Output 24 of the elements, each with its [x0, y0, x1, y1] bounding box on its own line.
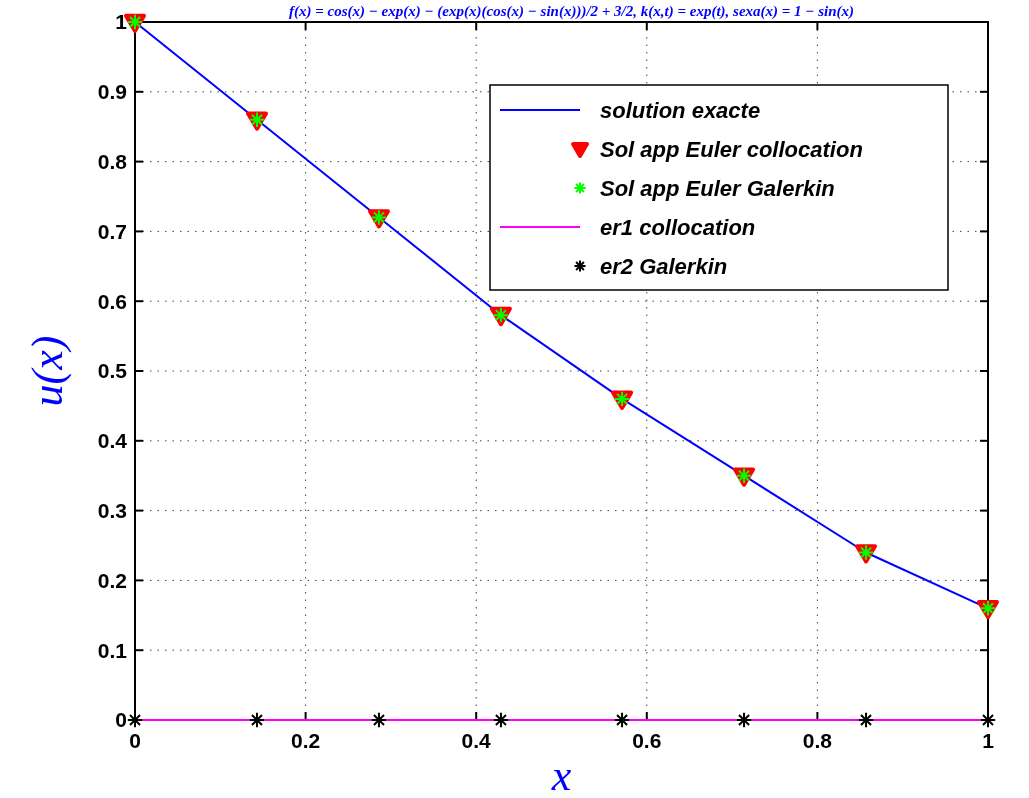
x-tick-label: 0.8 [802, 729, 833, 752]
legend-label: solution exacte [600, 97, 761, 123]
y-tick-label: 1 [115, 10, 128, 34]
legend-label: er1 collocation [600, 214, 756, 240]
y-tick-label: 0.8 [97, 149, 128, 173]
y-tick-label: 0 [115, 708, 127, 732]
x-tick-label: 0.4 [461, 729, 492, 752]
y-tick-label: 0.7 [97, 219, 127, 243]
y-tick-label: 0.4 [97, 429, 128, 453]
x-tick-label: 0.2 [291, 729, 321, 752]
y-tick-label: 0.6 [97, 289, 127, 313]
legend-label: Sol app Euler collocation [600, 136, 863, 162]
x-tick-label: 0.6 [632, 729, 662, 752]
y-tick-label: 0.9 [97, 80, 127, 104]
y-tick-label: 0.5 [97, 359, 128, 383]
legend-label: er2 Galerkin [600, 253, 728, 279]
x-tick-label: 1 [982, 729, 995, 752]
y-tick-label: 0.1 [97, 638, 128, 662]
chart-title: f(x) = cos(x) − exp(x) − (exp(x)(cos(x) − sin(x)))/2 + 3/2, k(x,t) = exp(t), sexa(x) = 1 − sin(x) [289, 3, 854, 20]
y-tick-label: 0.2 [97, 568, 127, 592]
legend-label: Sol app Euler Galerkin [600, 175, 835, 201]
y-tick-label: 0.3 [97, 498, 127, 522]
y-axis-title: u(x) [23, 335, 72, 407]
x-axis-title: x [550, 751, 572, 798]
